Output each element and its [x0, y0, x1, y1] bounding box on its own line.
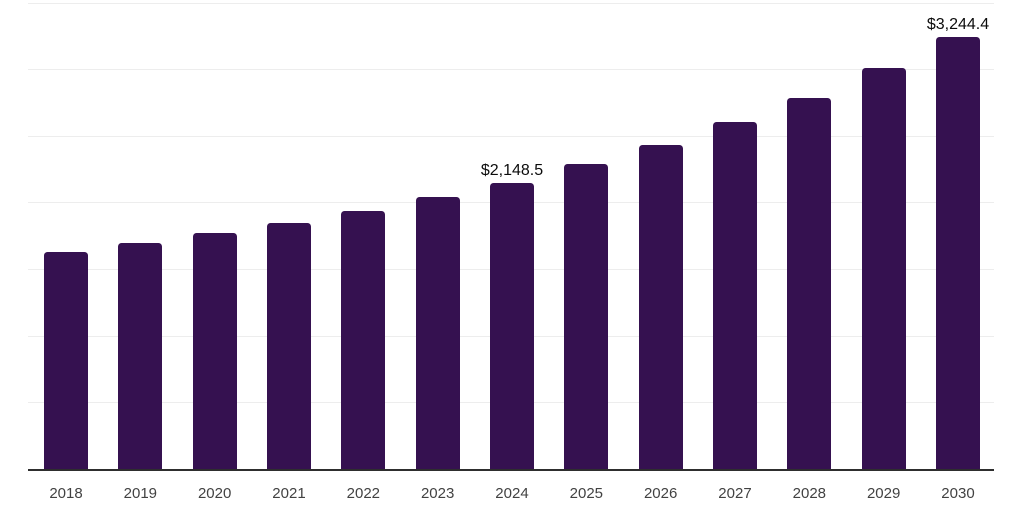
x-tick-label-2028: 2028 — [792, 485, 827, 502]
bar-value-label-2030: $3,244.4 — [926, 15, 990, 33]
x-tick-label-2021: 2021 — [272, 485, 306, 502]
x-tick-label-2026: 2026 — [643, 485, 678, 502]
bar-2027 — [712, 121, 757, 469]
gridline — [28, 69, 994, 71]
x-tick-label-2023: 2023 — [420, 485, 455, 502]
bar-value-label-2024: $2,148.5 — [480, 161, 544, 179]
bar-2030 — [935, 36, 980, 469]
bar-2026 — [638, 145, 683, 469]
gridline — [28, 2, 994, 4]
x-tick-label-2027: 2027 — [718, 485, 752, 502]
bar-2021 — [266, 223, 311, 469]
x-tick-label-2024: 2024 — [495, 485, 529, 502]
gridline — [28, 135, 994, 137]
bar-2023 — [415, 197, 460, 469]
bar-2019 — [118, 243, 163, 469]
x-tick-label-2025: 2025 — [569, 485, 604, 502]
bar-2022 — [341, 211, 386, 469]
bar-2018 — [44, 251, 88, 469]
x-tick-label-2020: 2020 — [197, 485, 232, 502]
bar-2020 — [192, 233, 237, 469]
bar-2029 — [861, 67, 906, 469]
bar-2025 — [564, 163, 609, 469]
x-tick-label-2018: 2018 — [49, 485, 83, 502]
bar-2024 — [489, 182, 534, 469]
x-tick-label-2030: 2030 — [941, 485, 975, 502]
x-axis-line — [28, 469, 994, 471]
bar-2028 — [787, 97, 832, 469]
x-tick-label-2019: 2019 — [123, 485, 158, 502]
x-tick-label-2022: 2022 — [346, 485, 381, 502]
x-tick-label-2029: 2029 — [866, 485, 901, 502]
